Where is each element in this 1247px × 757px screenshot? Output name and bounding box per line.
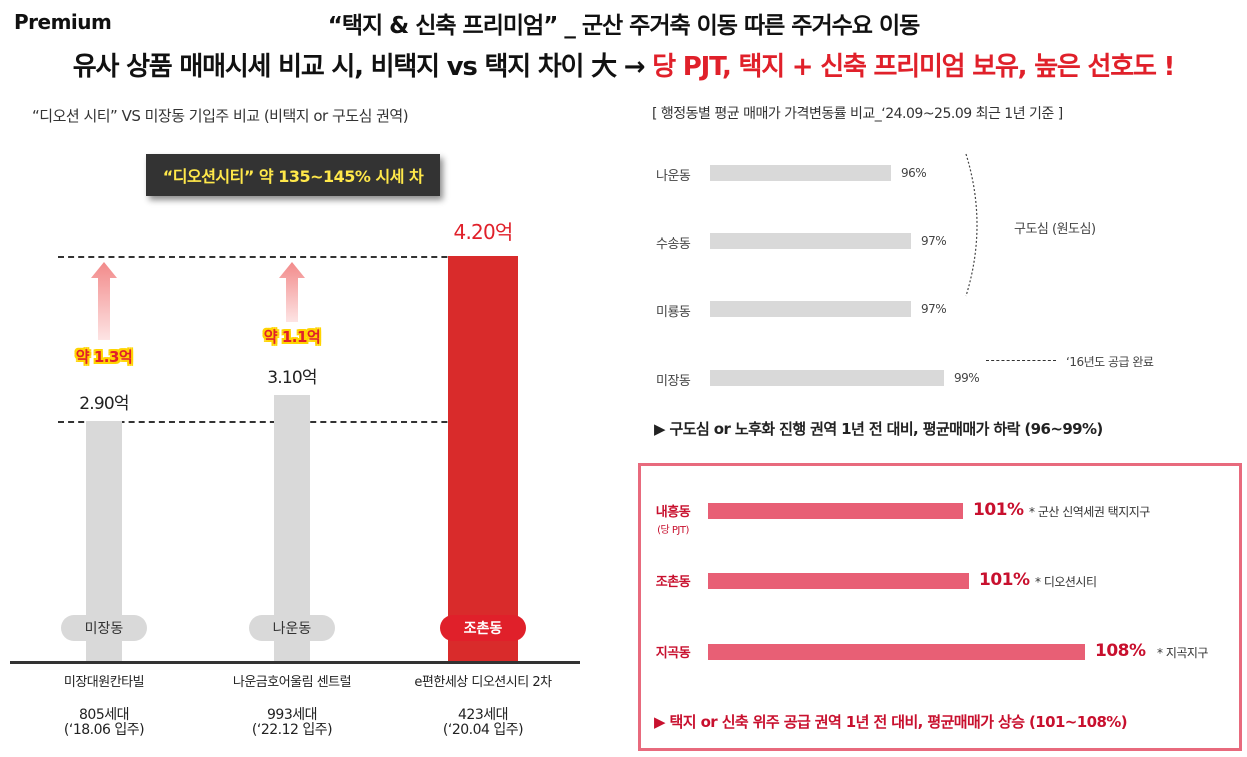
row-bar [708,573,969,589]
category-pill: 나운동 [249,615,335,641]
row-bar [710,165,891,181]
household-info: 993세대 (‘22.12 입주) [251,707,333,738]
row-label: 미룡동 [656,305,691,320]
bar-value-label: 3.10억 [267,368,317,388]
up-arrow-icon [91,262,117,340]
sub-title-red: 당 PJT, 택지 + 신축 프리미엄 보유, 높은 선호도 ! [652,52,1175,82]
right-chart-title: [ 행정동별 평균 매매가 가격변동률 비교_‘24.09~25.09 최근 1… [652,106,1063,122]
row-label: 나운동 [656,169,691,184]
complex-name: 나운금호어울림 센트럴 [232,675,352,690]
difference-label: 약 1.1억 [263,328,321,346]
dashed-line-top [58,256,518,258]
category-pill: 조촌동 [440,615,526,641]
main-title: “택지 & 신축 프리미엄” _ 군산 주거축 이동 따른 주거수요 이동 [327,13,921,39]
new-district-box [638,463,1242,751]
row-note: * 지곡지구 [1157,646,1208,660]
row-bar [710,301,911,317]
row-value: 99% [954,371,980,385]
up-arrow-icon [279,262,305,322]
row-note: * 디오션시티 [1035,575,1097,589]
old-district-label: 구도심 (원도심) [1014,222,1096,237]
row-label: 조촌동 [655,575,691,590]
supply-dash-line [986,360,1056,361]
complex-name: e편한세상 디오션시티 2차 [414,675,552,690]
row-value: 97% [921,302,947,316]
row-label: 지곡동 [655,646,691,661]
row-label: 미장동 [656,374,691,389]
old-district-bracket [965,153,978,297]
row-value: 101% [973,500,1024,520]
row-bar [708,644,1085,660]
row-note: * 군산 신역세권 택지지구 [1029,505,1150,519]
row-value: 101% [979,570,1030,590]
row-sublabel: (당 PJT) [657,525,689,536]
row-value: 97% [921,234,947,248]
row-value: 108% [1095,641,1146,661]
row-bar [708,503,963,519]
difference-label: 약 1.3억 [75,348,133,366]
household-info: 805세대 (‘18.06 입주) [63,707,145,738]
left-chart-subtitle: “디오션 시티” VS 미장동 기입주 비교 (비택지 or 구도심 권역) [32,107,409,125]
chart-baseline [10,661,580,664]
complex-name: 미장대원칸타빌 [63,675,145,690]
row-value: 96% [901,166,927,180]
row-bar [710,233,911,249]
premium-label: Premium [14,10,112,34]
row-label: 내흥동 [655,505,691,520]
bar-value-label: 4.20억 [453,220,514,244]
row-label: 수송동 [656,237,691,252]
old-district-summary: ▶ 구도심 or 노후화 진행 권역 1년 전 대비, 평균매매가 하락 (96… [654,420,1103,438]
row-bar [710,370,944,386]
household-info: 423세대 (‘20.04 입주) [442,707,524,738]
sub-title-black: 유사 상품 매매시세 비교 시, 비택지 vs 택지 차이 大 → [72,52,646,82]
sub-title: 유사 상품 매매시세 비교 시, 비택지 vs 택지 차이 大 → 당 PJT,… [0,46,1247,83]
new-district-summary: ▶ 택지 or 신축 위주 공급 권역 1년 전 대비, 평균매매가 상승 (1… [654,713,1128,731]
bar-value-label: 2.90억 [79,394,129,414]
premium-difference-box: “디오션시티” 약 135~145% 시세 차 [146,154,440,196]
bar-조촌동 [448,256,518,661]
category-pill: 미장동 [61,615,147,641]
supply-done-label: ‘16년도 공급 완료 [1066,355,1154,369]
